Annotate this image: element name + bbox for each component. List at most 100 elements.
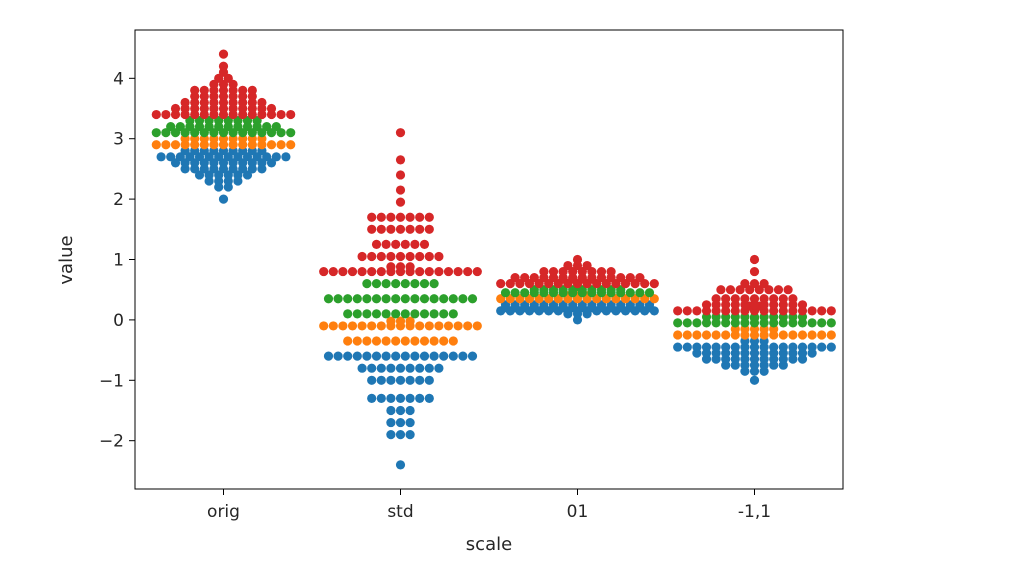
swarm-point: [807, 306, 817, 316]
swarm-point: [391, 239, 401, 249]
swarm-point: [395, 363, 406, 373]
swarm-point: [701, 300, 712, 310]
swarm-point: [156, 152, 166, 162]
swarm-point: [429, 309, 439, 319]
swarm-point: [371, 239, 382, 249]
swarm-point: [424, 393, 434, 404]
swarm-point: [424, 251, 434, 262]
swarm-point: [692, 342, 702, 352]
swarm-point: [419, 239, 430, 249]
swarm-point: [271, 152, 281, 162]
data-points: [151, 49, 836, 470]
swarm-point: [343, 336, 353, 346]
swarm-point: [701, 342, 712, 352]
swarm-point: [415, 212, 425, 222]
swarm-point: [692, 330, 702, 340]
y-tick-label: 3: [113, 130, 124, 150]
swarm-point: [616, 273, 626, 283]
swarm-point: [170, 140, 181, 150]
swarm-point: [395, 417, 406, 428]
swarm-point: [376, 212, 386, 222]
swarm-point: [443, 321, 454, 331]
swarm-point: [405, 363, 415, 373]
swarm-point: [175, 122, 185, 132]
swarm-point: [419, 351, 430, 361]
swarm-point: [343, 309, 353, 319]
swarm-point: [415, 363, 425, 373]
swarm-point: [371, 309, 382, 319]
swarm-point: [649, 279, 659, 289]
swarm-point: [797, 342, 808, 352]
swarm-point: [281, 152, 291, 162]
swarm-point: [725, 285, 736, 295]
swarm-point: [381, 309, 391, 319]
swarm-point: [439, 294, 449, 304]
swarm-point: [759, 294, 769, 304]
swarm-point: [410, 309, 420, 319]
swarm-point: [778, 294, 788, 304]
swarm-point: [415, 393, 425, 404]
swarm-point: [788, 294, 798, 304]
swarm-point: [151, 128, 161, 138]
swarm-point: [386, 262, 396, 272]
swarm-point: [367, 251, 377, 262]
swarm-point: [170, 103, 181, 114]
swarm-point: [596, 266, 607, 277]
swarm-point: [381, 279, 391, 289]
swarm-point: [376, 393, 386, 404]
swarm-point: [262, 122, 272, 132]
swarm-point: [376, 266, 386, 277]
swarm-point: [323, 294, 334, 304]
swarm-point: [711, 330, 721, 340]
swarm-point: [749, 279, 760, 289]
swarm-point: [376, 363, 386, 373]
swarm-point: [692, 318, 702, 328]
swarm-point: [371, 351, 382, 361]
swarm-point: [415, 224, 425, 234]
swarm-point: [424, 363, 434, 373]
swarm-point: [721, 330, 731, 340]
swarm-point: [539, 266, 549, 277]
swarm-point: [395, 197, 406, 207]
swarm-point: [400, 239, 410, 249]
swarm-point: [218, 49, 229, 59]
swarm-point: [458, 294, 468, 304]
swarm-point: [817, 306, 827, 316]
swarm-point: [682, 306, 692, 316]
swarm-point: [817, 318, 827, 328]
swarm-point: [151, 109, 161, 120]
swarm-point: [386, 375, 396, 385]
swarm-point: [711, 294, 721, 304]
swarm-point: [405, 430, 415, 440]
x-axis-title: scale: [466, 534, 512, 555]
y-tick-label: 2: [113, 190, 124, 210]
swarm-point: [730, 342, 740, 352]
swarm-point: [463, 321, 473, 331]
swarm-point: [276, 109, 286, 120]
swarm-point: [415, 321, 425, 331]
swarm-point: [395, 460, 406, 470]
swarm-point: [434, 363, 444, 373]
swarm-point: [769, 342, 779, 352]
swarm-point: [606, 266, 616, 277]
swarm-point: [395, 185, 406, 195]
y-tick-label: 1: [113, 251, 124, 271]
swarm-point: [161, 109, 171, 120]
swarm-point: [448, 294, 458, 304]
swarm-point: [257, 97, 267, 108]
swarm-point: [429, 294, 439, 304]
swarm-point: [797, 330, 808, 340]
swarm-point: [673, 342, 683, 352]
swarm-point: [395, 405, 406, 416]
swarm-point: [381, 294, 391, 304]
swarm-point: [453, 321, 463, 331]
swarm-point: [682, 330, 692, 340]
swarm-point: [386, 363, 396, 373]
swarm-point: [367, 375, 377, 385]
swarm-point: [395, 375, 406, 385]
swarm-point: [381, 336, 391, 346]
swarm-point: [424, 266, 434, 277]
swarm-point: [721, 294, 731, 304]
swarm-point: [400, 294, 410, 304]
swarm-point: [716, 285, 726, 295]
